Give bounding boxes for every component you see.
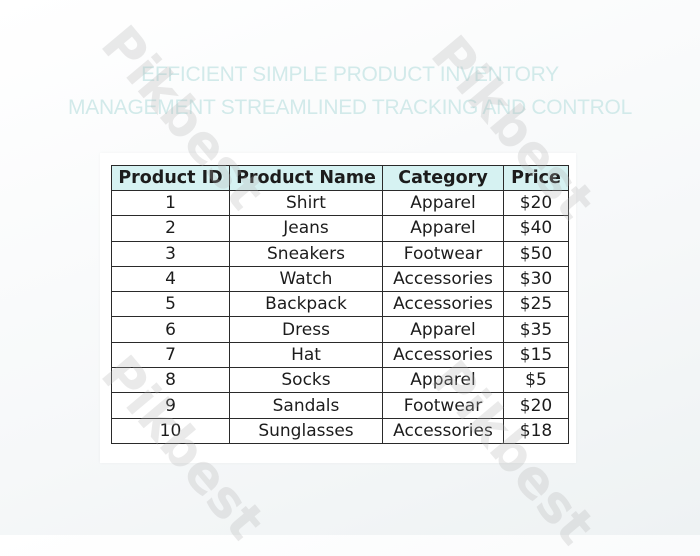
cell-product-id: 9	[111, 392, 230, 419]
table-row: 7 Hat Accessories $15	[111, 341, 569, 369]
cell-product-name: Hat	[229, 341, 383, 369]
cell-product-name: Sandals	[229, 392, 383, 419]
cell-category: Apparel	[382, 367, 504, 394]
table-header-row: Product ID Product Name Category Price	[111, 165, 569, 191]
table-row: 4 Watch Accessories $30	[111, 265, 569, 293]
cell-price: $15	[503, 341, 569, 369]
cell-price: $25	[503, 291, 569, 318]
table-row: 1 Shirt Apparel $20	[111, 189, 569, 217]
cell-category: Accessories	[382, 291, 504, 318]
page-title-line-2: MANAGEMENT STREAMLINED TRACKING AND CONT…	[68, 96, 632, 119]
cell-product-name: Dress	[229, 316, 383, 343]
cell-category: Apparel	[382, 215, 504, 242]
cell-product-name: Sunglasses	[229, 417, 383, 444]
cell-price: $35	[503, 316, 569, 343]
cell-price: $20	[503, 392, 569, 419]
cell-category: Accessories	[382, 417, 504, 444]
cell-product-name: Sneakers	[229, 240, 383, 267]
header-product-id: Product ID	[111, 165, 230, 191]
page-title-line-1: EFFICIENT SIMPLE PRODUCT INVENTORY	[141, 63, 559, 86]
header-category: Category	[382, 165, 504, 191]
cell-category: Apparel	[382, 316, 504, 343]
cell-product-id: 4	[111, 265, 230, 293]
cell-product-id: 3	[111, 240, 230, 267]
cell-price: $5	[503, 367, 569, 394]
cell-product-id: 1	[111, 189, 230, 217]
header-product-name: Product Name	[229, 165, 383, 191]
cell-product-id: 8	[111, 367, 230, 394]
table-row: 9 Sandals Footwear $20	[111, 392, 569, 419]
cell-product-id: 5	[111, 291, 230, 318]
cell-product-name: Shirt	[229, 189, 383, 217]
cell-category: Footwear	[382, 240, 504, 267]
cell-price: $40	[503, 215, 569, 242]
cell-category: Apparel	[382, 189, 504, 217]
cell-category: Footwear	[382, 392, 504, 419]
table-row: 6 Dress Apparel $35	[111, 316, 569, 343]
table-row: 5 Backpack Accessories $25	[111, 291, 569, 318]
cell-price: $18	[503, 417, 569, 444]
cell-product-name: Watch	[229, 265, 383, 293]
table-row: 8 Socks Apparel $5	[111, 367, 569, 394]
cell-product-id: 2	[111, 215, 230, 242]
inventory-table: Product ID Product Name Category Price 1…	[111, 165, 569, 444]
cell-product-name: Jeans	[229, 215, 383, 242]
cell-product-id: 10	[111, 417, 230, 444]
cell-product-name: Socks	[229, 367, 383, 394]
cell-product-id: 6	[111, 316, 230, 343]
table-row: 2 Jeans Apparel $40	[111, 215, 569, 242]
cell-price: $20	[503, 189, 569, 217]
cell-category: Accessories	[382, 265, 504, 293]
cell-category: Accessories	[382, 341, 504, 369]
cell-price: $30	[503, 265, 569, 293]
table-row: 3 Sneakers Footwear $50	[111, 240, 569, 267]
header-price: Price	[503, 165, 569, 191]
cell-product-id: 7	[111, 341, 230, 369]
cell-product-name: Backpack	[229, 291, 383, 318]
table-row: 10 Sunglasses Accessories $18	[111, 417, 569, 444]
cell-price: $50	[503, 240, 569, 267]
